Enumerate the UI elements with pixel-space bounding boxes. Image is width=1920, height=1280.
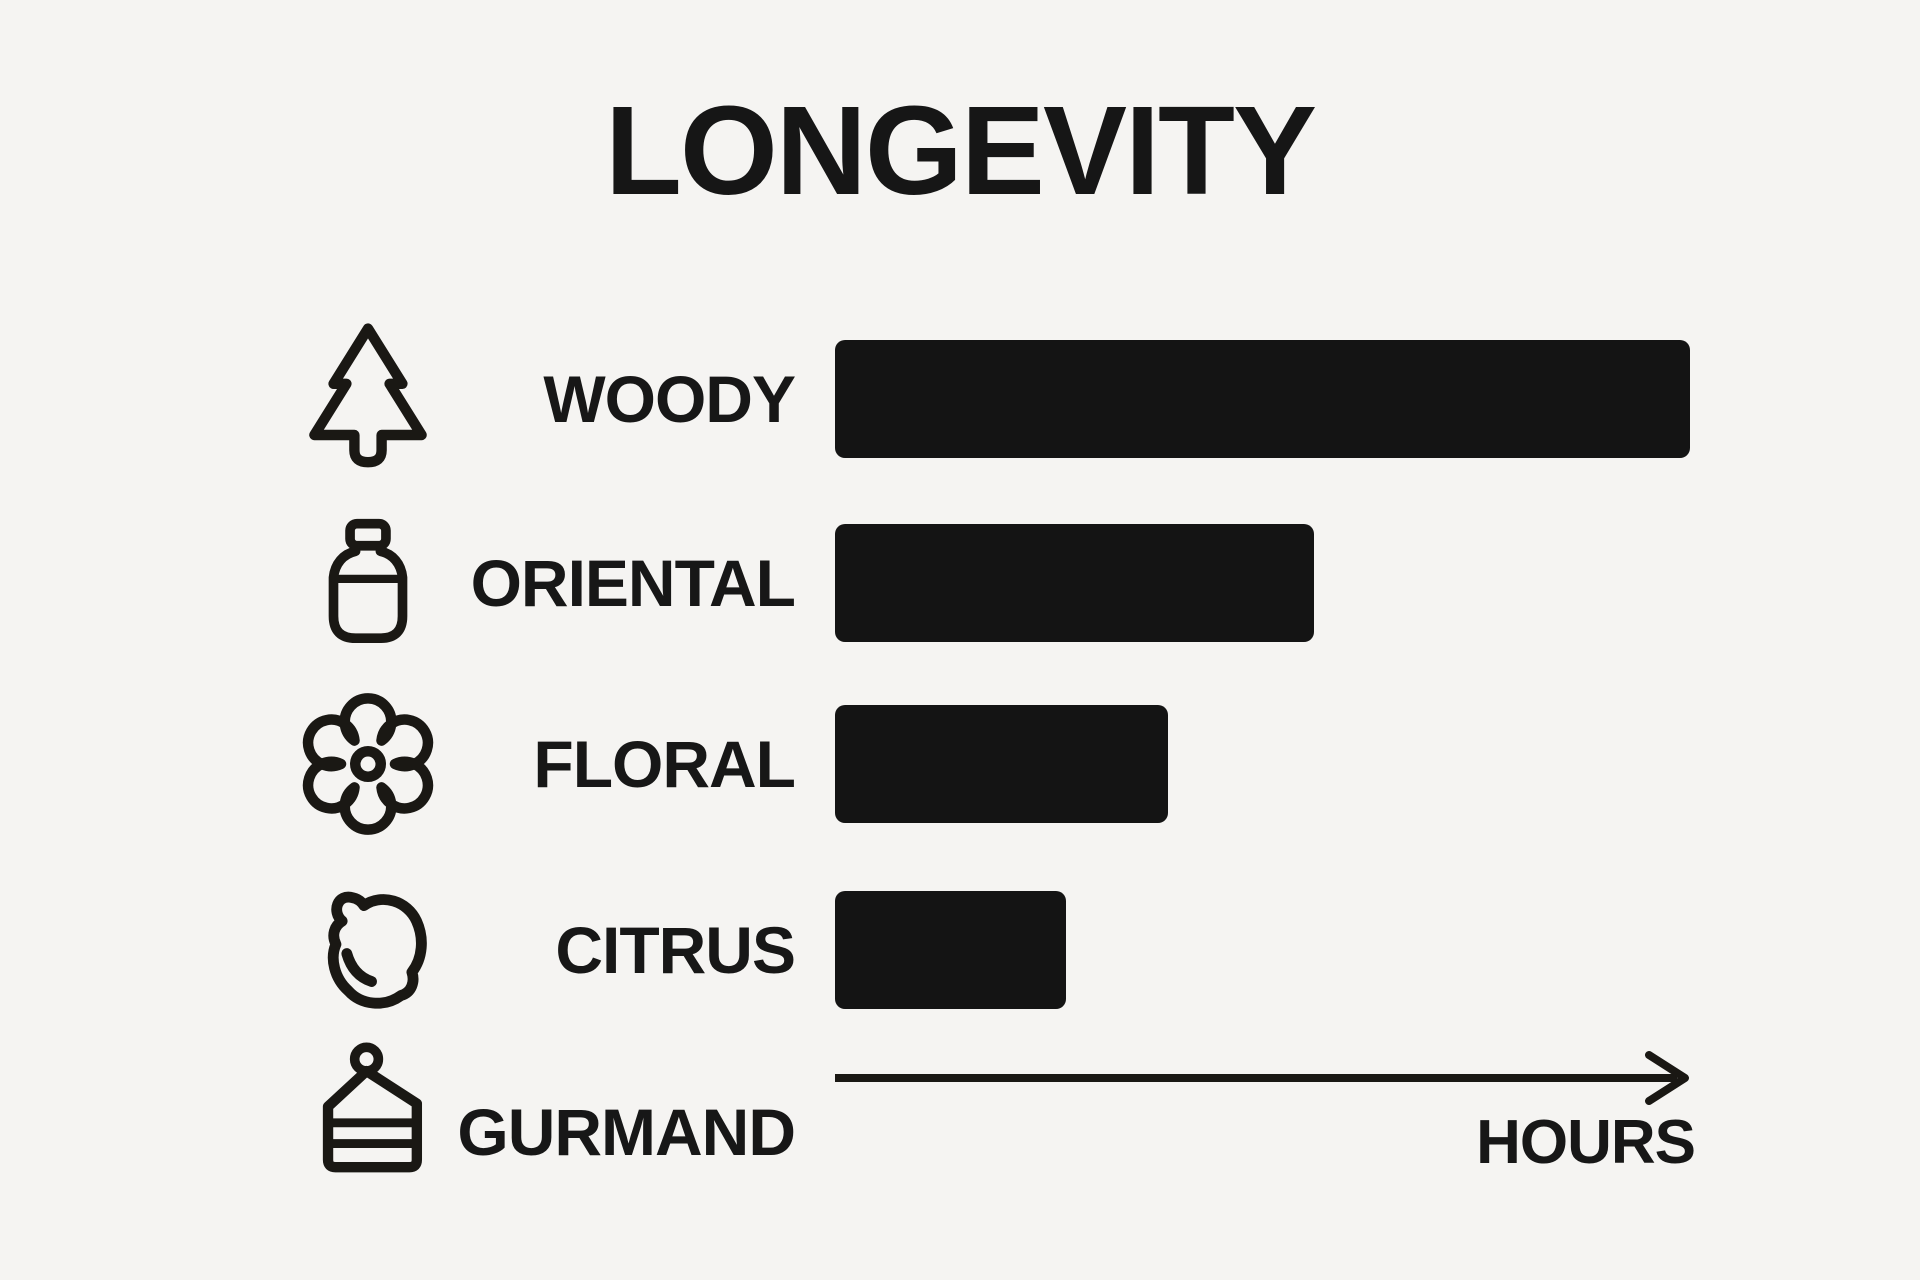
bar-oriental bbox=[835, 524, 1314, 642]
category-label-citrus: CITRUS bbox=[555, 913, 796, 987]
row-citrus: CITRUS bbox=[0, 891, 1920, 1009]
cake-slice-icon bbox=[288, 1028, 448, 1188]
row-floral: FLORAL bbox=[0, 693, 1920, 835]
row-woody: WOODY bbox=[0, 323, 1920, 468]
x-axis-label: HOURS bbox=[1476, 1108, 1696, 1177]
row-gurmand: GURMAND bbox=[0, 1040, 1920, 1176]
perfume-jar-icon bbox=[288, 503, 448, 663]
bar-area-citrus bbox=[835, 891, 1690, 1009]
category-label-floral: FLORAL bbox=[533, 727, 796, 801]
flower-icon bbox=[288, 684, 448, 844]
bar-area-floral bbox=[835, 705, 1690, 823]
chart-title: LONGEVITY bbox=[604, 80, 1317, 221]
bar-floral bbox=[835, 705, 1169, 823]
category-label-gurmand: GURMAND bbox=[457, 1095, 796, 1169]
lemon-icon bbox=[288, 870, 448, 1030]
x-axis-arrow bbox=[833, 1038, 1713, 1123]
bar-citrus bbox=[835, 891, 1066, 1009]
bar-woody bbox=[835, 340, 1690, 458]
bar-area-woody bbox=[835, 340, 1690, 458]
pine-tree-icon bbox=[288, 319, 448, 479]
category-label-woody: WOODY bbox=[543, 362, 796, 436]
bar-area-oriental bbox=[835, 524, 1690, 642]
category-label-oriental: ORIENTAL bbox=[470, 546, 796, 620]
row-oriental: ORIENTAL bbox=[0, 518, 1920, 644]
